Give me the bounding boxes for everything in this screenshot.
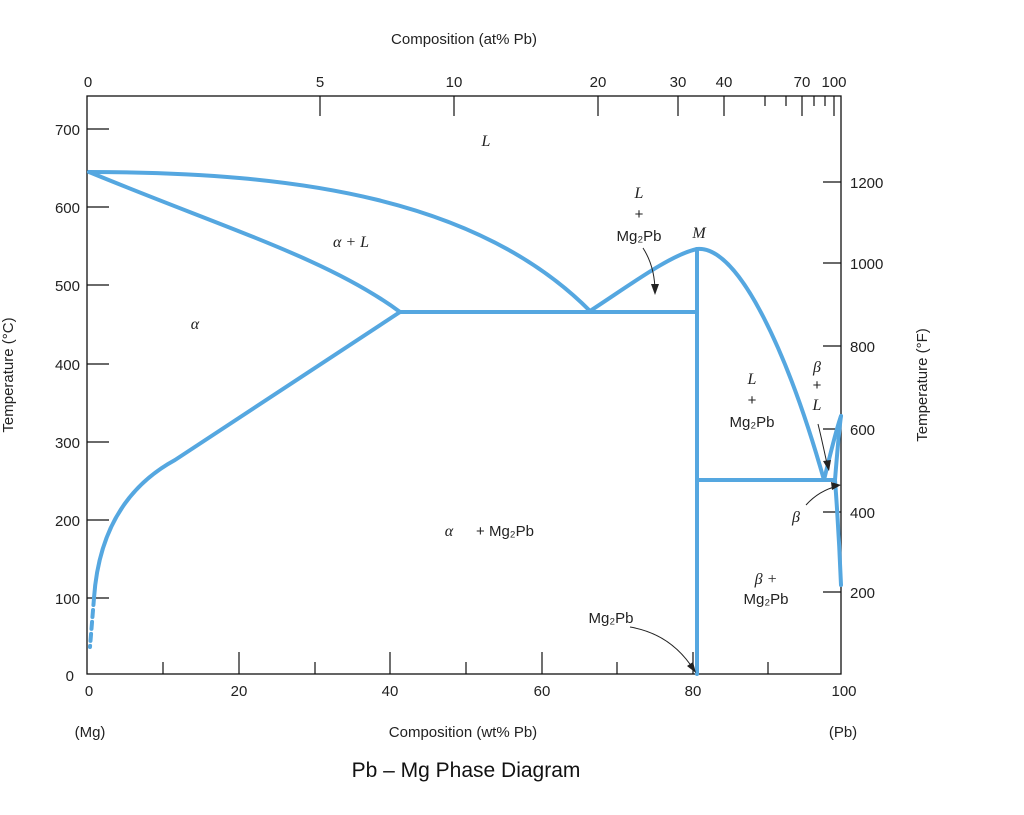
label-mg2pb-line: Mg₂Pb [588, 610, 633, 627]
right-tick-label: 600 [850, 422, 875, 439]
label-l-mg2pb-right-compound: Mg₂Pb [729, 414, 774, 431]
beta-solvus [833, 478, 843, 587]
left-tick-label: 100 [55, 591, 80, 608]
phase-boundaries [87, 170, 843, 676]
top-tick-label: 20 [590, 74, 607, 91]
right-axis-labels: 200 400 600 800 1000 1200 [850, 175, 883, 602]
solidus-alpha [87, 170, 402, 314]
bottom-axis-ticks [162, 652, 769, 674]
label-alpha: α [191, 316, 200, 333]
arrowhead-beta [831, 482, 841, 490]
top-axis-labels: 0 5 10 20 30 40 70 100 [84, 74, 847, 91]
label-l-mg2pb-right-plus: + [748, 392, 757, 409]
left-tick-label: 200 [55, 513, 80, 530]
arrow-mg2pb-line [629, 626, 695, 671]
plot-frame [86, 95, 842, 675]
label-alpha-mg2pb-alpha: α [445, 523, 454, 540]
label-congruent-m: M [691, 225, 707, 242]
left-tick-label: 300 [55, 435, 80, 452]
right-tick-label: 1200 [850, 175, 883, 192]
top-tick-label: 10 [446, 74, 463, 91]
top-axis-title: Composition (at% Pb) [391, 31, 537, 48]
top-tick-label: 40 [716, 74, 733, 91]
left-tick-label: 600 [55, 200, 80, 217]
top-tick-label: 5 [316, 74, 324, 91]
label-alpha-mg2pb-compound: + Mg₂Pb [476, 523, 534, 540]
right-tick-label: 1000 [850, 256, 883, 273]
top-tick-label: 100 [821, 74, 846, 91]
right-tick-label: 400 [850, 505, 875, 522]
bottom-tick-label: 60 [534, 683, 551, 700]
label-beta-liquid-plus: + [813, 377, 822, 394]
pointer-arrows [629, 247, 841, 673]
bottom-axis-right-end: (Pb) [829, 724, 857, 741]
arrowhead-mg2pb-line [687, 662, 696, 673]
liquidus-left [87, 170, 592, 313]
left-tick-label: 500 [55, 278, 80, 295]
arrowhead-beta-plus-liquid [823, 460, 831, 471]
label-liquid: L [481, 133, 491, 150]
top-tick-label: 0 [84, 74, 92, 91]
bottom-tick-label: 100 [831, 683, 856, 700]
label-beta: β [791, 509, 800, 526]
left-tick-label: 700 [55, 122, 80, 139]
label-beta-mg2pb-compound: Mg₂Pb [743, 591, 788, 608]
solvus-alpha-dashed [88, 596, 96, 649]
label-l-mg2pb-left-plus: + [635, 206, 644, 223]
bottom-axis-left-end: (Mg) [75, 724, 106, 741]
left-axis-labels: 0 100 200 300 400 500 600 700 [55, 122, 80, 685]
left-tick-label: 400 [55, 357, 80, 374]
beta-solidus [833, 414, 843, 482]
bottom-axis-title: Composition (wt% Pb) [389, 724, 537, 741]
label-beta-mg2pb-beta: β + [754, 571, 778, 588]
solvus-alpha [92, 310, 402, 600]
left-axis-title: Temperature (°C) [0, 317, 17, 432]
bottom-tick-label: 40 [382, 683, 399, 700]
bottom-tick-label: 80 [685, 683, 702, 700]
bottom-tick-label: 20 [231, 683, 248, 700]
left-tick-label: 0 [66, 668, 74, 685]
top-tick-label: 70 [794, 74, 811, 91]
label-l-mg2pb-right-l: L [747, 371, 757, 388]
label-l-mg2pb-left-l: L [634, 185, 644, 202]
region-labels: L α + L α L + Mg₂Pb M L + Mg₂Pb β + L β … [191, 133, 822, 627]
label-alpha-plus-liquid: α + L [333, 234, 369, 251]
top-tick-label: 30 [670, 74, 687, 91]
right-tick-label: 800 [850, 339, 875, 356]
top-axis-ticks [319, 96, 835, 116]
bottom-tick-label: 0 [85, 683, 93, 700]
right-tick-label: 200 [850, 585, 875, 602]
label-l-mg2pb-left-compound: Mg₂Pb [616, 228, 661, 245]
bottom-axis-labels: 0 20 40 60 80 100 [85, 683, 857, 700]
label-beta-liquid-l: L [812, 397, 822, 414]
arrowhead-liquid-mg2pb [651, 284, 659, 295]
right-axis-title: Temperature (°F) [914, 328, 931, 442]
diagram-caption: Pb – Mg Phase Diagram [352, 759, 581, 782]
left-axis-ticks [87, 128, 109, 599]
liquidus-right [695, 246, 826, 482]
label-beta-liquid-beta: β [812, 359, 821, 376]
liquidus-middle [588, 247, 699, 313]
